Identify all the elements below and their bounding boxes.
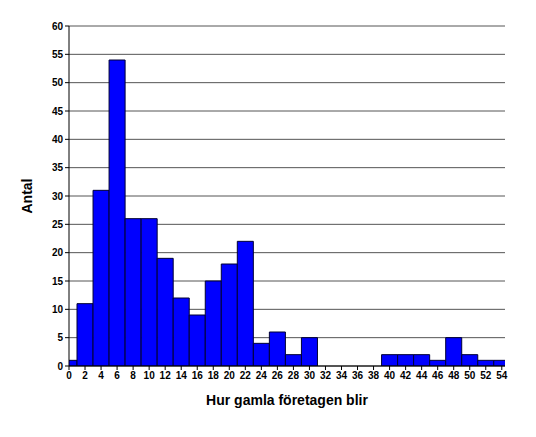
svg-text:46: 46 <box>432 370 444 381</box>
svg-text:14: 14 <box>176 370 188 381</box>
svg-text:8: 8 <box>130 370 136 381</box>
svg-text:16: 16 <box>192 370 204 381</box>
svg-text:26: 26 <box>272 370 284 381</box>
svg-text:42: 42 <box>400 370 412 381</box>
svg-text:40: 40 <box>52 134 64 145</box>
svg-text:24: 24 <box>256 370 268 381</box>
svg-text:30: 30 <box>304 370 316 381</box>
svg-text:18: 18 <box>208 370 220 381</box>
svg-text:5: 5 <box>57 332 63 343</box>
svg-text:10: 10 <box>52 304 64 315</box>
svg-text:48: 48 <box>448 370 460 381</box>
svg-text:50: 50 <box>464 370 476 381</box>
svg-text:45: 45 <box>52 106 64 117</box>
svg-text:20: 20 <box>52 247 64 258</box>
svg-text:22: 22 <box>240 370 252 381</box>
svg-text:0: 0 <box>57 361 63 372</box>
svg-text:32: 32 <box>320 370 332 381</box>
svg-text:12: 12 <box>160 370 172 381</box>
svg-text:6: 6 <box>114 370 120 381</box>
svg-text:38: 38 <box>368 370 380 381</box>
svg-text:28: 28 <box>288 370 300 381</box>
svg-text:4: 4 <box>98 370 104 381</box>
svg-text:35: 35 <box>52 162 64 173</box>
svg-text:0: 0 <box>66 370 72 381</box>
svg-text:44: 44 <box>416 370 428 381</box>
svg-text:Antal: Antal <box>19 179 35 214</box>
svg-text:15: 15 <box>52 276 64 287</box>
svg-text:Hur gamla företagen blir: Hur gamla företagen blir <box>206 392 368 408</box>
svg-text:30: 30 <box>52 191 64 202</box>
svg-text:55: 55 <box>52 49 64 60</box>
svg-text:10: 10 <box>144 370 156 381</box>
svg-text:54: 54 <box>496 370 508 381</box>
svg-text:40: 40 <box>384 370 396 381</box>
svg-text:52: 52 <box>480 370 492 381</box>
svg-text:36: 36 <box>352 370 364 381</box>
svg-text:2: 2 <box>82 370 88 381</box>
svg-text:60: 60 <box>52 21 64 32</box>
svg-text:50: 50 <box>52 77 64 88</box>
svg-text:34: 34 <box>336 370 348 381</box>
svg-text:25: 25 <box>52 219 64 230</box>
svg-text:20: 20 <box>224 370 236 381</box>
